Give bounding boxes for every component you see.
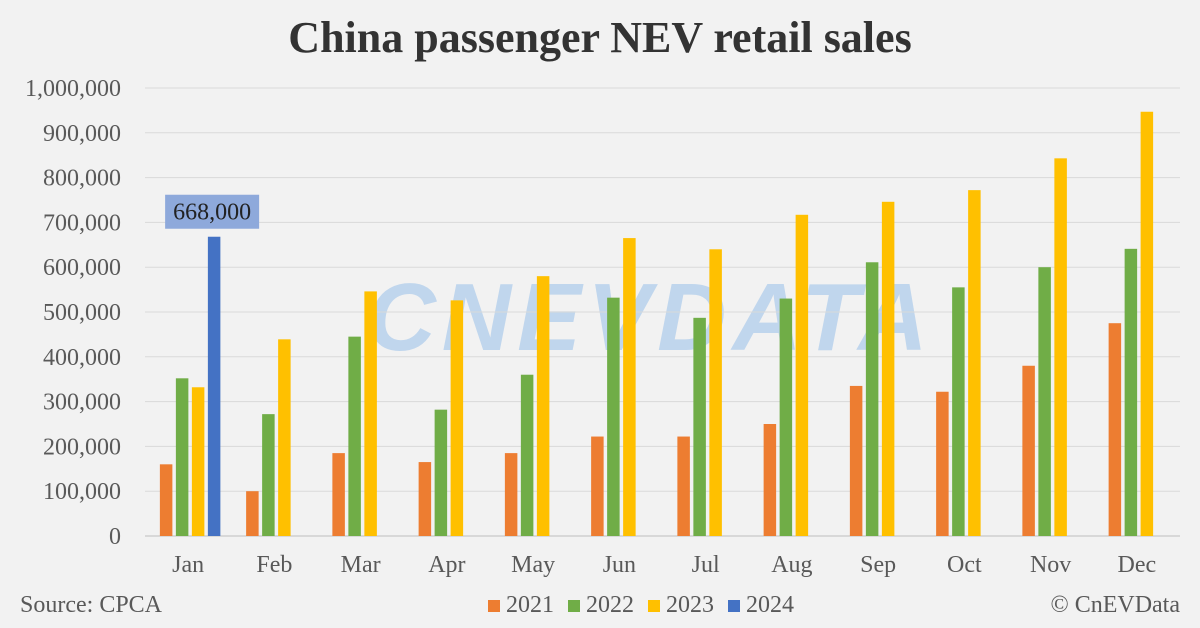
x-tick-label: Feb xyxy=(256,552,292,578)
gridlines xyxy=(145,87,1180,537)
y-tick-label: 900,000 xyxy=(43,121,121,147)
bar-2023-mar xyxy=(364,291,377,536)
x-tick-label: Aug xyxy=(771,552,812,578)
legend-swatch xyxy=(568,599,580,612)
bar-2022-jul xyxy=(693,317,706,536)
legend-item-2024: 2024 xyxy=(728,592,794,619)
x-tick-label: Jul xyxy=(692,552,720,578)
legend-label: 2021 xyxy=(506,592,554,618)
bar-2023-jan xyxy=(191,387,205,536)
x-axis: Jan Feb Mar Apr May Jun Jul Aug Sep Oct Nov Dec xyxy=(172,552,1156,578)
legend-label: 2023 xyxy=(666,592,714,618)
legend-label: 2024 xyxy=(746,592,794,618)
bar-2022-oct xyxy=(952,287,965,536)
bar-2021-mar xyxy=(332,453,345,536)
x-tick-label: Nov xyxy=(1030,552,1071,578)
bar-2022-jun xyxy=(607,297,620,536)
legend-item-2021: 2021 xyxy=(488,592,554,619)
bar-2023-nov xyxy=(1054,158,1067,536)
bar-2021-feb xyxy=(246,491,259,536)
bar-2021-nov xyxy=(1022,365,1035,536)
bar-2021-oct xyxy=(936,391,949,536)
bar-2021-apr xyxy=(418,462,432,536)
x-tick-label: Jan xyxy=(172,552,204,578)
annotation-box xyxy=(165,194,260,229)
y-tick-label: 400,000 xyxy=(43,345,121,371)
y-tick-label: 500,000 xyxy=(43,300,121,326)
legend-item-2022: 2022 xyxy=(568,592,634,619)
y-tick-label: 600,000 xyxy=(43,255,121,281)
annotation-label: 668,000 xyxy=(173,200,251,226)
copyright-note: © CnEVData xyxy=(1050,592,1180,618)
bar-2021-sep xyxy=(849,385,863,536)
y-tick-label: 200,000 xyxy=(43,434,121,460)
y-tick-label: 1,000,000 xyxy=(25,76,121,102)
bar-2022-may xyxy=(520,374,534,536)
legend-label: 2022 xyxy=(586,592,634,618)
bar-2022-mar xyxy=(348,336,361,536)
bar-2023-sep xyxy=(881,201,895,537)
bar-2022-jan xyxy=(175,378,189,536)
bar-2023-may xyxy=(536,276,550,536)
bars xyxy=(159,111,1154,537)
bar-2021-jan xyxy=(159,464,173,536)
x-tick-label: Oct xyxy=(947,552,982,578)
bar-2022-apr xyxy=(434,409,448,536)
bar-2021-may xyxy=(504,453,518,536)
x-tick-label: Jun xyxy=(603,552,636,578)
x-tick-label: May xyxy=(511,552,555,578)
chart-title: China passenger NEV retail sales xyxy=(288,13,912,62)
bar-2021-jul xyxy=(677,436,690,536)
bar-2021-jun xyxy=(591,436,604,536)
bar-2023-apr xyxy=(450,300,464,536)
bar-2023-jun xyxy=(623,238,636,536)
bar-2022-dec xyxy=(1124,248,1138,536)
legend-swatch xyxy=(728,599,740,612)
y-tick-label: 300,000 xyxy=(43,390,121,416)
y-tick-label: 100,000 xyxy=(43,479,121,505)
source-note: Source: CPCA xyxy=(20,592,163,618)
bar-2022-feb xyxy=(262,414,275,536)
bar-2023-feb xyxy=(278,339,291,536)
bar-2023-jul xyxy=(709,249,722,536)
legend-swatch xyxy=(488,599,500,612)
y-tick-label: 0 xyxy=(109,524,121,550)
annotations: 668,000 xyxy=(165,194,260,229)
bar-2023-aug xyxy=(795,214,809,536)
bar-2022-nov xyxy=(1038,267,1051,536)
legend-item-2023: 2023 xyxy=(648,592,714,619)
x-tick-label: Sep xyxy=(860,552,896,578)
y-tick-label: 700,000 xyxy=(43,210,121,236)
x-tick-label: Mar xyxy=(341,552,381,578)
bar-2021-aug xyxy=(763,424,777,536)
bar-2024-jan xyxy=(207,236,221,536)
bar-2023-dec xyxy=(1140,111,1154,536)
y-tick-label: 800,000 xyxy=(43,166,121,192)
x-tick-label: Dec xyxy=(1118,552,1157,578)
x-tick-label: Apr xyxy=(428,552,465,578)
y-axis: 0 100,000 200,000 300,000 400,000 500,000 600,… xyxy=(25,76,121,550)
legend-swatch xyxy=(648,599,660,612)
bar-2021-dec xyxy=(1108,323,1122,536)
bar-2023-oct xyxy=(968,190,981,537)
bar-2022-sep xyxy=(865,262,879,536)
legend: 2021 2022 2023 2024 xyxy=(488,592,794,619)
bar-2022-aug xyxy=(779,298,793,536)
